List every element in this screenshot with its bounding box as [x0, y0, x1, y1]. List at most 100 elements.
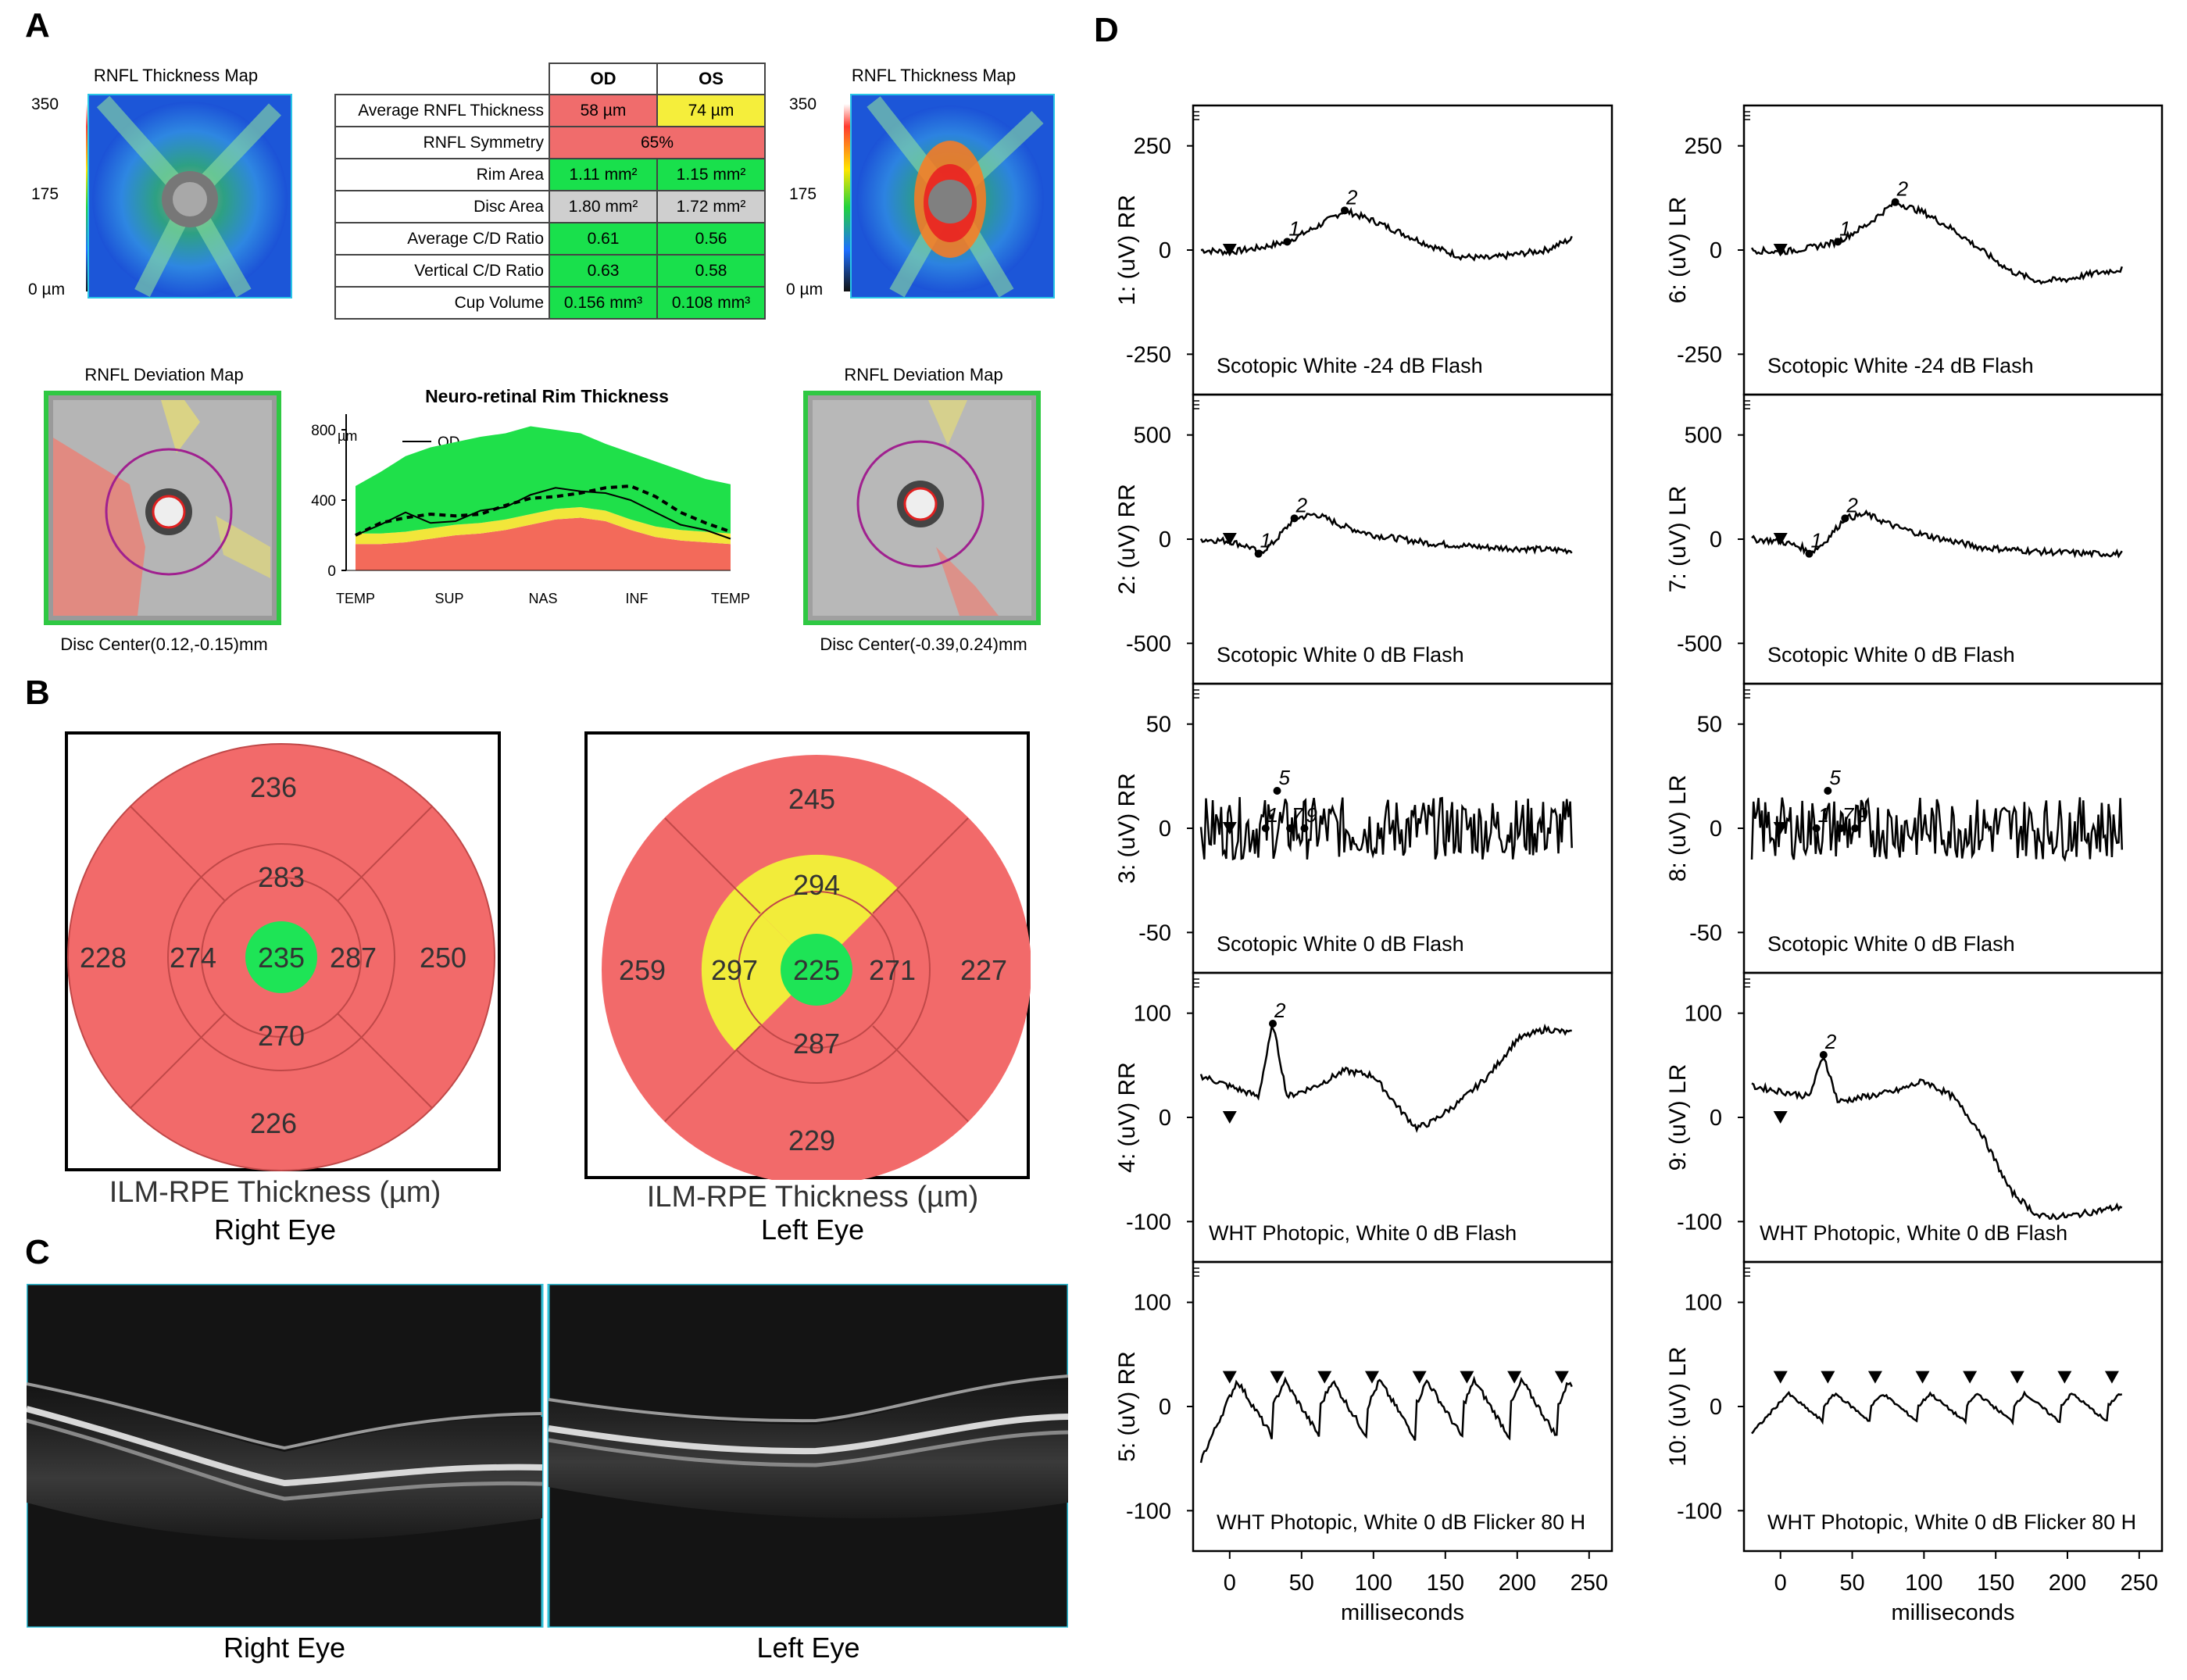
- erg-peak-marker: [1834, 238, 1842, 246]
- oct-scan-left: [547, 1284, 1068, 1628]
- erg-peak-marker: [1891, 198, 1899, 206]
- cell-os: 0.56: [656, 222, 766, 256]
- cell-os: 1.72 mm²: [656, 190, 766, 223]
- erg-peak-marker: [1812, 824, 1821, 832]
- ilm-rpe-caption-right: ILM-RPE Thickness (µm): [109, 1176, 441, 1209]
- scale-label-0: 0 µm: [786, 281, 823, 298]
- erg-peak-label: 1: [1810, 529, 1821, 552]
- erg-waveform: [1199, 1023, 1572, 1133]
- erg-x-tick-label: 50: [1289, 1571, 1314, 1596]
- outer-temporal-value: 228: [80, 942, 127, 974]
- row-label: Average C/D Ratio: [334, 222, 550, 256]
- erg-x-axis-title: milliseconds: [1341, 1600, 1464, 1625]
- erg-peak-label: 9: [1306, 803, 1317, 827]
- scale-label-175: 175: [789, 185, 817, 203]
- erg-y-tick-label: 0: [1159, 1106, 1171, 1131]
- erg-channel-label: 7: (uV) LR: [1665, 486, 1691, 593]
- cell-od: 58 µm: [549, 94, 658, 127]
- thickness-scale-os: 350 175 0 µm: [786, 95, 851, 298]
- deviation-map-title-od: RNFL Deviation Map: [84, 365, 244, 384]
- erg-channel-label: 9: (uV) LR: [1665, 1064, 1691, 1171]
- erg-waveform: [1199, 1375, 1573, 1464]
- row-label: Rim Area: [334, 158, 550, 191]
- erg-marker-a: [1773, 1111, 1788, 1124]
- erg-trace-frame: [1742, 1260, 2164, 1553]
- erg-trace-9: 100 0 -100 9: (uV) LR 2 WHT Photopic, White 0…: [1665, 971, 2164, 1264]
- erg-stimulus-label: WHT Photopic, White 0 dB Flicker 80 H: [1767, 1510, 2136, 1534]
- ilm-rpe-map-left: 225 294 287 297 271 245 229 259 227: [584, 731, 1031, 1180]
- cell-os: 0.108 mm³: [656, 286, 766, 320]
- rim-normal-band: [356, 426, 731, 534]
- rim-x-tick-label: SUP: [434, 591, 463, 606]
- eye-label-right: Right Eye: [213, 1214, 337, 1246]
- erg-y-tick-label: -250: [1126, 342, 1171, 367]
- neuro-retinal-rim-chart: Neuro-retinal Rim Thickness µm OD OS 800…: [311, 386, 750, 606]
- erg-trace-6: 250 0 -250 6: (uV) LR 1 2 Scotopic White -24 d…: [1665, 104, 2164, 396]
- inner-temporal-value: 297: [711, 954, 758, 986]
- erg-flicker-marker: [1963, 1371, 1978, 1384]
- erg-x-tick-label: 200: [2049, 1571, 2086, 1596]
- erg-waveform: [1199, 796, 1573, 861]
- erg-peak-marker: [1254, 549, 1263, 558]
- erg-waveform: [1751, 509, 2123, 559]
- erg-peak-label: 9: [1856, 803, 1867, 827]
- erg-y-tick-label: 100: [1134, 1002, 1171, 1027]
- erg-y-tick-label: 0: [1710, 238, 1722, 263]
- erg-stimulus-label: Scotopic White 0 dB Flash: [1767, 643, 2015, 667]
- erg-peak-label: 1: [1288, 216, 1299, 240]
- oct-caption-left: Left Eye: [756, 1632, 860, 1664]
- erg-peak-marker: [1824, 787, 1832, 795]
- erg-flicker-marker: [1821, 1371, 1835, 1384]
- table-row: Average RNFL Thickness 58 µm 74 µm: [334, 94, 766, 127]
- erg-waveform: [1750, 198, 2123, 285]
- erg-channel-label: 4: (uV) RR: [1114, 1062, 1140, 1173]
- scale-label-175: 175: [31, 185, 59, 203]
- rim-chart-title: Neuro-retinal Rim Thickness: [425, 386, 669, 406]
- erg-stimulus-label: WHT Photopic, White 0 dB Flash: [1760, 1221, 2067, 1245]
- inner-inferior-value: 287: [793, 1028, 840, 1060]
- erg-trace-frame: [1192, 1260, 1613, 1553]
- ilm-rpe-map-right: 235 283 270 274 287 236 226 228 250: [65, 731, 501, 1171]
- disc-center-os: Disc Center(-0.39,0.24)mm: [820, 634, 1027, 654]
- erg-flicker-marker: [1554, 1371, 1569, 1384]
- erg-trace-7: 500 0 -500 7: (uV) LR 1 2 Scotopic White 0 dB …: [1665, 393, 2164, 685]
- erg-trace-frame: [1192, 971, 1613, 1264]
- rim-x-tick-label: TEMP: [336, 591, 375, 606]
- erg-x-axis-right: 0 50 100 150 200 250 milliseconds: [1774, 1551, 2158, 1625]
- erg-flicker-marker: [2010, 1371, 2024, 1384]
- erg-y-tick-label: -50: [1138, 920, 1171, 945]
- scale-label-0: 0 µm: [28, 281, 65, 298]
- cell-od: 1.80 mm²: [549, 190, 658, 223]
- rim-x-tick-label: NAS: [528, 591, 557, 606]
- center-value: 235: [258, 942, 305, 974]
- erg-channel-label: 6: (uV) LR: [1665, 197, 1691, 304]
- erg-flicker-marker: [2104, 1371, 2119, 1384]
- erg-y-tick-label: -100: [1677, 1499, 1722, 1524]
- erg-peak-marker: [1261, 824, 1270, 832]
- rim-chart-unit: µm: [338, 428, 357, 444]
- deviation-map-title-os: RNFL Deviation Map: [844, 365, 1003, 384]
- erg-flicker-marker: [1270, 1371, 1285, 1384]
- erg-x-tick-label: 0: [1774, 1571, 1787, 1596]
- rnfl-map-title-os: RNFL Thickness Map: [851, 66, 1017, 85]
- erg-flicker-marker: [1412, 1371, 1427, 1384]
- erg-peak-label: 1: [1267, 803, 1278, 827]
- erg-trace-5: 100 0 -100 5: (uV) RR WHT Photopic, White 0 …: [1114, 1260, 1613, 1553]
- erg-trace-3: 50 0 -50 3: (uV) RR 157 9 Scotopic White 0 dB …: [1114, 682, 1613, 974]
- erg-trace-frame: [1742, 971, 2164, 1264]
- erg-y-tick-label: -100: [1126, 1499, 1171, 1524]
- scale-label-350: 350: [31, 95, 59, 113]
- erg-trace-frame: [1742, 393, 2164, 685]
- erg-trace-8: 50 0 -50 8: (uV) LR 157 9 Scotopic White 0 dB …: [1665, 682, 2164, 974]
- outer-superior-value: 236: [250, 771, 297, 803]
- erg-trace-10: 100 0 -100 10: (uV) LR WHT Photopic, White 0…: [1665, 1260, 2164, 1553]
- erg-channel-label: 5: (uV) RR: [1114, 1351, 1140, 1462]
- erg-marker-a: [1773, 244, 1788, 256]
- oct-caption-right: Right Eye: [223, 1632, 346, 1664]
- outer-inferior-value: 226: [250, 1107, 297, 1139]
- erg-y-tick-label: 0: [1710, 527, 1722, 552]
- rim-x-tick-label: TEMP: [711, 591, 750, 606]
- erg-waveform: [1751, 1057, 2123, 1221]
- erg-x-axis-title: milliseconds: [1892, 1600, 2015, 1625]
- erg-peak-label: 2: [1295, 493, 1308, 517]
